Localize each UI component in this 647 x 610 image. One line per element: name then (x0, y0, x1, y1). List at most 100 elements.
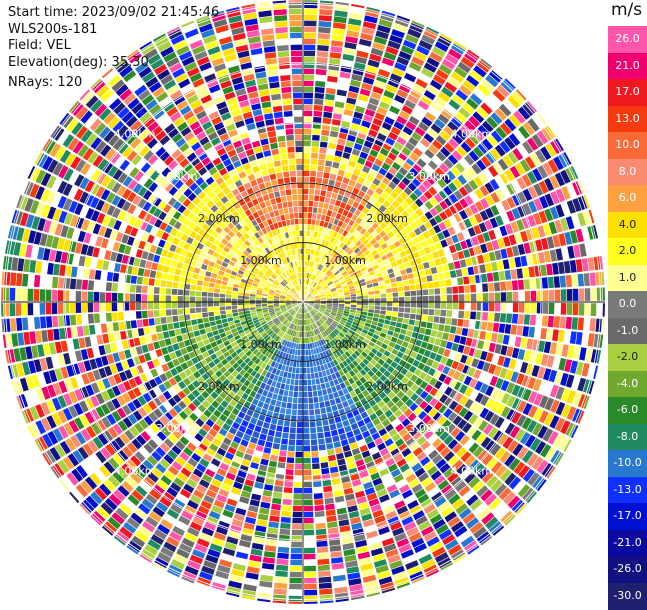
radar-gate (4, 303, 10, 316)
radar-gate (482, 283, 488, 292)
radar-gate (304, 177, 310, 183)
radar-gate (226, 294, 232, 298)
radar-gate (335, 496, 345, 503)
radar-gate (311, 225, 315, 231)
radar-gate (304, 524, 314, 530)
radar-gate (393, 292, 399, 297)
radar-gate (391, 261, 398, 267)
radar-gate (209, 337, 216, 343)
radar-gate (431, 267, 438, 274)
radar-gate (346, 456, 355, 463)
radar-gate (446, 310, 452, 317)
radar-gate (293, 500, 302, 506)
radar-gate (304, 422, 310, 428)
radar-gate (304, 9, 317, 15)
radar-gate (441, 303, 447, 309)
radar-gate (434, 281, 440, 288)
radar-gate (320, 1, 334, 4)
radar-gate (338, 169, 345, 176)
radar-gate (2, 319, 5, 333)
radar-gate (316, 69, 327, 75)
radar-gate (457, 319, 463, 327)
radar-gate (304, 584, 317, 590)
radar-gate (190, 302, 196, 307)
radar-gate (561, 303, 567, 315)
radar-gate (303, 392, 307, 398)
radar-gate (144, 269, 151, 277)
radar-gate (306, 237, 309, 243)
radar-gate (316, 177, 322, 183)
radar-gate (582, 333, 589, 346)
radar-gate (456, 327, 463, 335)
radar-gate (342, 152, 350, 159)
radar-gate (304, 518, 314, 524)
radar-gate (426, 343, 433, 350)
radar-gate (283, 493, 292, 499)
radar-gate (445, 279, 451, 286)
radar-gate (303, 386, 307, 392)
radar-gate (397, 281, 403, 286)
radar-gate (337, 138, 345, 145)
radar-gate (203, 259, 210, 265)
radar-gate (315, 81, 325, 87)
radar-gate (306, 362, 309, 368)
radar-gate (90, 258, 97, 268)
radar-gate (122, 340, 129, 349)
radar-gate (120, 331, 127, 340)
radar-gate (576, 259, 583, 272)
radar-gate (345, 300, 350, 302)
radar-gate (303, 356, 306, 362)
radar-gate (288, 602, 301, 604)
radar-gate (274, 589, 287, 595)
radar-gate (328, 533, 339, 540)
radar-gate (34, 275, 40, 287)
radar-gate (322, 420, 328, 426)
radar-gate (570, 331, 577, 344)
radar-gate (296, 446, 303, 452)
radar-gate (178, 296, 184, 302)
radar-gate (495, 303, 501, 312)
radar-gate (327, 521, 338, 528)
radar-gate (405, 308, 411, 313)
radar-gate (483, 341, 490, 350)
radar-gate (488, 313, 494, 322)
radar-gate (309, 189, 314, 195)
radar-gate (10, 303, 16, 316)
radar-gate (282, 377, 287, 383)
radar-gate (320, 142, 328, 148)
radar-gate (415, 340, 422, 347)
radar-gate (333, 484, 342, 491)
radar-gate (196, 313, 202, 318)
radar-gate (278, 547, 289, 553)
radar-gate (603, 287, 605, 300)
radar-gate (142, 311, 148, 318)
radar-gate (501, 292, 507, 301)
radar-gate (275, 571, 288, 577)
radar-gate (406, 330, 413, 336)
radar-gate (318, 396, 323, 402)
radar-gate (166, 316, 172, 323)
radar-gate (334, 587, 348, 594)
radar-gate (262, 563, 275, 570)
radar-gate (294, 494, 303, 500)
radar-gate (233, 316, 239, 320)
radar-gate (306, 249, 309, 255)
radar-gate (277, 420, 283, 426)
radar-gate (41, 262, 48, 274)
radar-gate (499, 271, 506, 281)
radar-gate (178, 303, 184, 309)
radar-gate (396, 276, 402, 282)
radar-gate (214, 298, 220, 302)
radar-gate (283, 372, 287, 378)
radar-gate (307, 231, 311, 237)
radar-gate (192, 273, 198, 279)
radar-gate (281, 438, 288, 444)
radar-gate (328, 393, 334, 399)
radar-gate (530, 279, 536, 290)
radar-gate (278, 376, 283, 382)
radar-gate (28, 289, 34, 301)
radar-gate (334, 16, 347, 23)
radar-gate (280, 444, 287, 450)
radar-gate (259, 414, 266, 421)
radar-gate (572, 317, 578, 330)
